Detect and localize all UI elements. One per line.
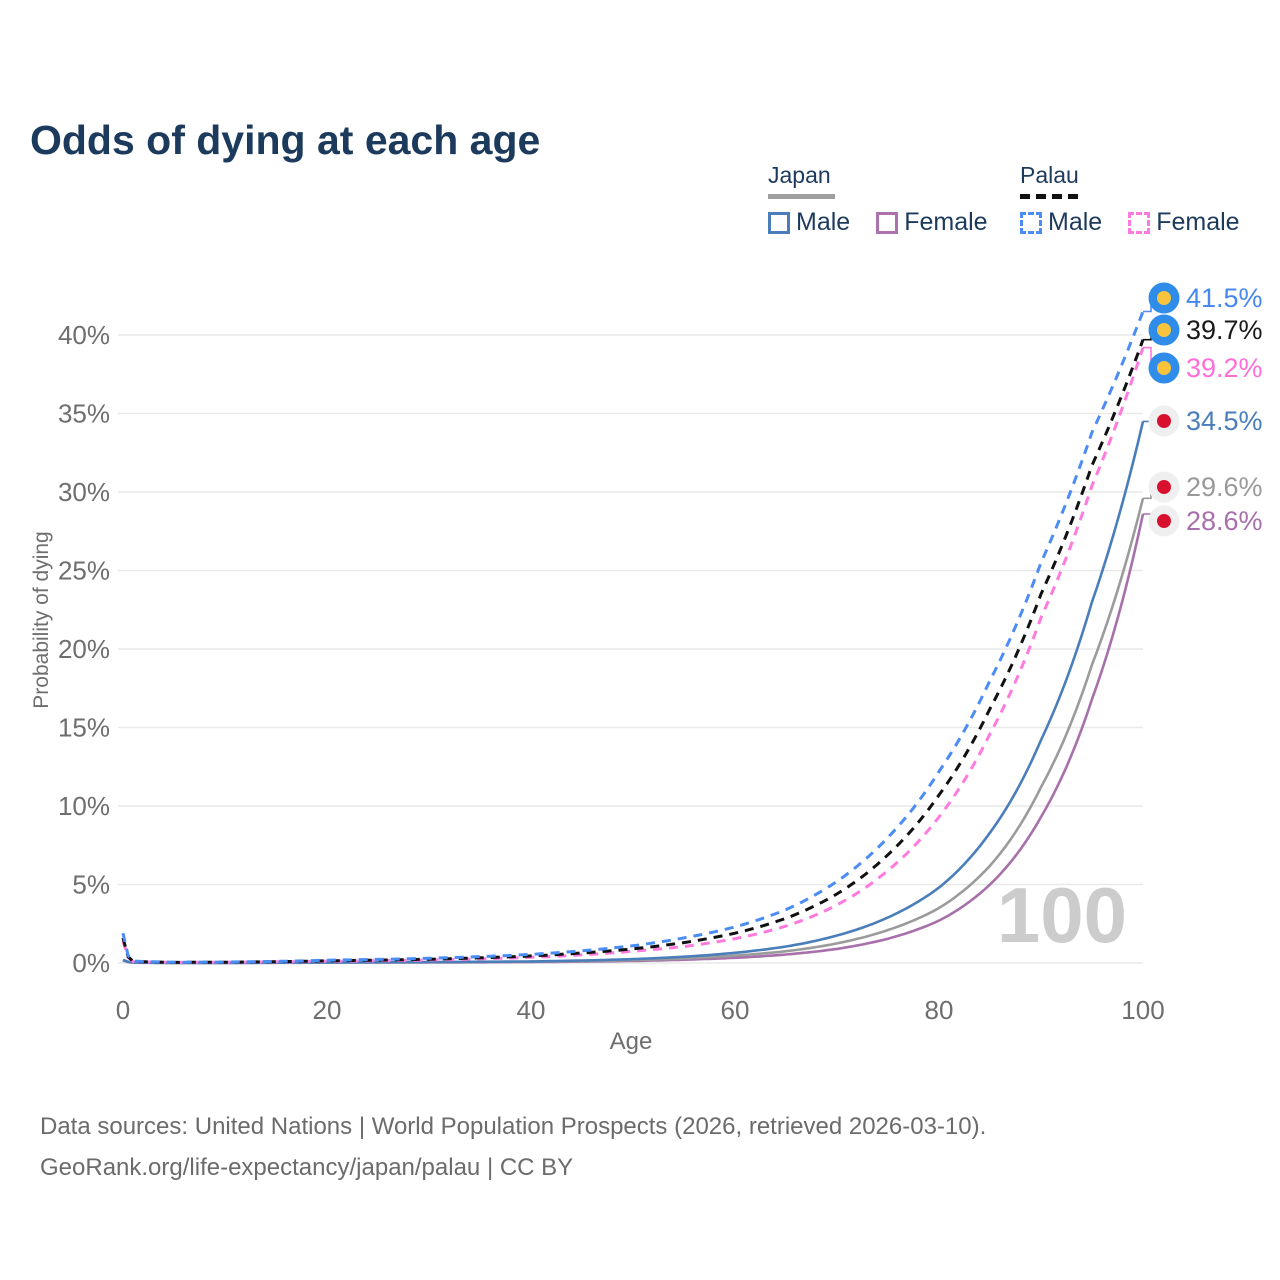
hover-age-watermark: 100 — [997, 871, 1127, 959]
legend-item-palau-female[interactable]: Female — [1128, 208, 1240, 237]
legend-group-palau: Palau Male Female — [1020, 162, 1258, 237]
palau-male-swatch-icon — [1020, 211, 1042, 234]
x-tick-label-80: 80 — [925, 995, 954, 1025]
y-tick-label-40: 40% — [58, 320, 110, 350]
y-tick-label-30: 30% — [58, 477, 110, 507]
x-tick-label-40: 40 — [517, 995, 546, 1025]
legend-group-japan: Japan Male Female — [768, 162, 1006, 237]
end-value-label-japan_both: 29.6% — [1186, 472, 1263, 502]
palau-female-swatch-icon — [1128, 211, 1151, 234]
page-title: Odds of dying at each age — [30, 117, 541, 164]
x-tick-label-60: 60 — [721, 995, 750, 1025]
end-value-label-japan_male: 34.5% — [1186, 406, 1263, 436]
series-line-palau_female — [121, 347, 1145, 964]
palau-flag-center-icon — [1157, 361, 1171, 375]
series-line-japan_both — [122, 497, 1145, 965]
end-value-label-japan_female: 28.6% — [1186, 506, 1263, 536]
legend-palau-header: Palau — [1020, 162, 1079, 188]
y-tick-label-10: 10% — [58, 791, 110, 821]
series-line-palau_both — [121, 339, 1145, 964]
y-tick-label-25: 25% — [58, 556, 110, 586]
series-line-japan_male — [122, 421, 1145, 965]
japan-female-swatch-icon — [876, 211, 899, 234]
data-sources-footer: Data sources: United Nations | World Pop… — [40, 1106, 986, 1188]
legend-item-japan-female[interactable]: Female — [876, 208, 988, 237]
legend-japan-male-label: Male — [796, 208, 851, 236]
legend-item-japan-male[interactable]: Male — [768, 208, 850, 237]
legend-palau-male-label: Male — [1048, 208, 1103, 236]
y-tick-label-15: 15% — [58, 713, 110, 743]
japan-male-swatch-icon — [768, 211, 790, 234]
end-value-label-palau_both: 39.7% — [1186, 315, 1263, 345]
japan-flag-center-icon — [1157, 514, 1171, 528]
y-tick-label-35: 35% — [58, 399, 110, 429]
x-tick-label-20: 20 — [313, 995, 342, 1025]
y-tick-label-20: 20% — [58, 634, 110, 664]
y-tick-label-0: 0% — [72, 948, 110, 978]
mortality-line-chart[interactable]: 100 0% 5% 10% 15% 20% 25% 30% 35% 40% 0 20 40 60 80 100… — [0, 0, 1280, 1080]
japan-solid-line-sample — [768, 194, 835, 199]
end-value-label-palau_male: 41.5% — [1186, 283, 1263, 313]
legend-item-palau-male[interactable]: Male — [1020, 208, 1102, 237]
palau-flag-center-icon — [1157, 323, 1171, 337]
footer-line-1: Data sources: United Nations | World Pop… — [40, 1113, 987, 1140]
y-tick-label-5: 5% — [72, 870, 110, 900]
series-line-japan_female — [122, 513, 1145, 965]
x-tick-label-0: 0 — [116, 995, 130, 1025]
japan-flag-center-icon — [1157, 480, 1171, 494]
series-line-palau_male — [121, 310, 1145, 964]
y-axis-title: Probability of dying — [30, 531, 53, 708]
palau-flag-center-icon — [1157, 291, 1171, 305]
legend-japan-header: Japan — [768, 162, 831, 188]
palau-dashed-line-sample — [1020, 194, 1084, 199]
footer-line-2: GeoRank.org/life-expectancy/japan/palau … — [40, 1154, 574, 1181]
end-value-label-palau_female: 39.2% — [1186, 353, 1263, 383]
legend-japan-female-label: Female — [904, 208, 988, 236]
japan-flag-center-icon — [1157, 414, 1171, 428]
x-axis-title: Age — [610, 1028, 653, 1055]
legend-palau-female-label: Female — [1156, 208, 1240, 236]
x-tick-label-100: 100 — [1121, 995, 1164, 1025]
